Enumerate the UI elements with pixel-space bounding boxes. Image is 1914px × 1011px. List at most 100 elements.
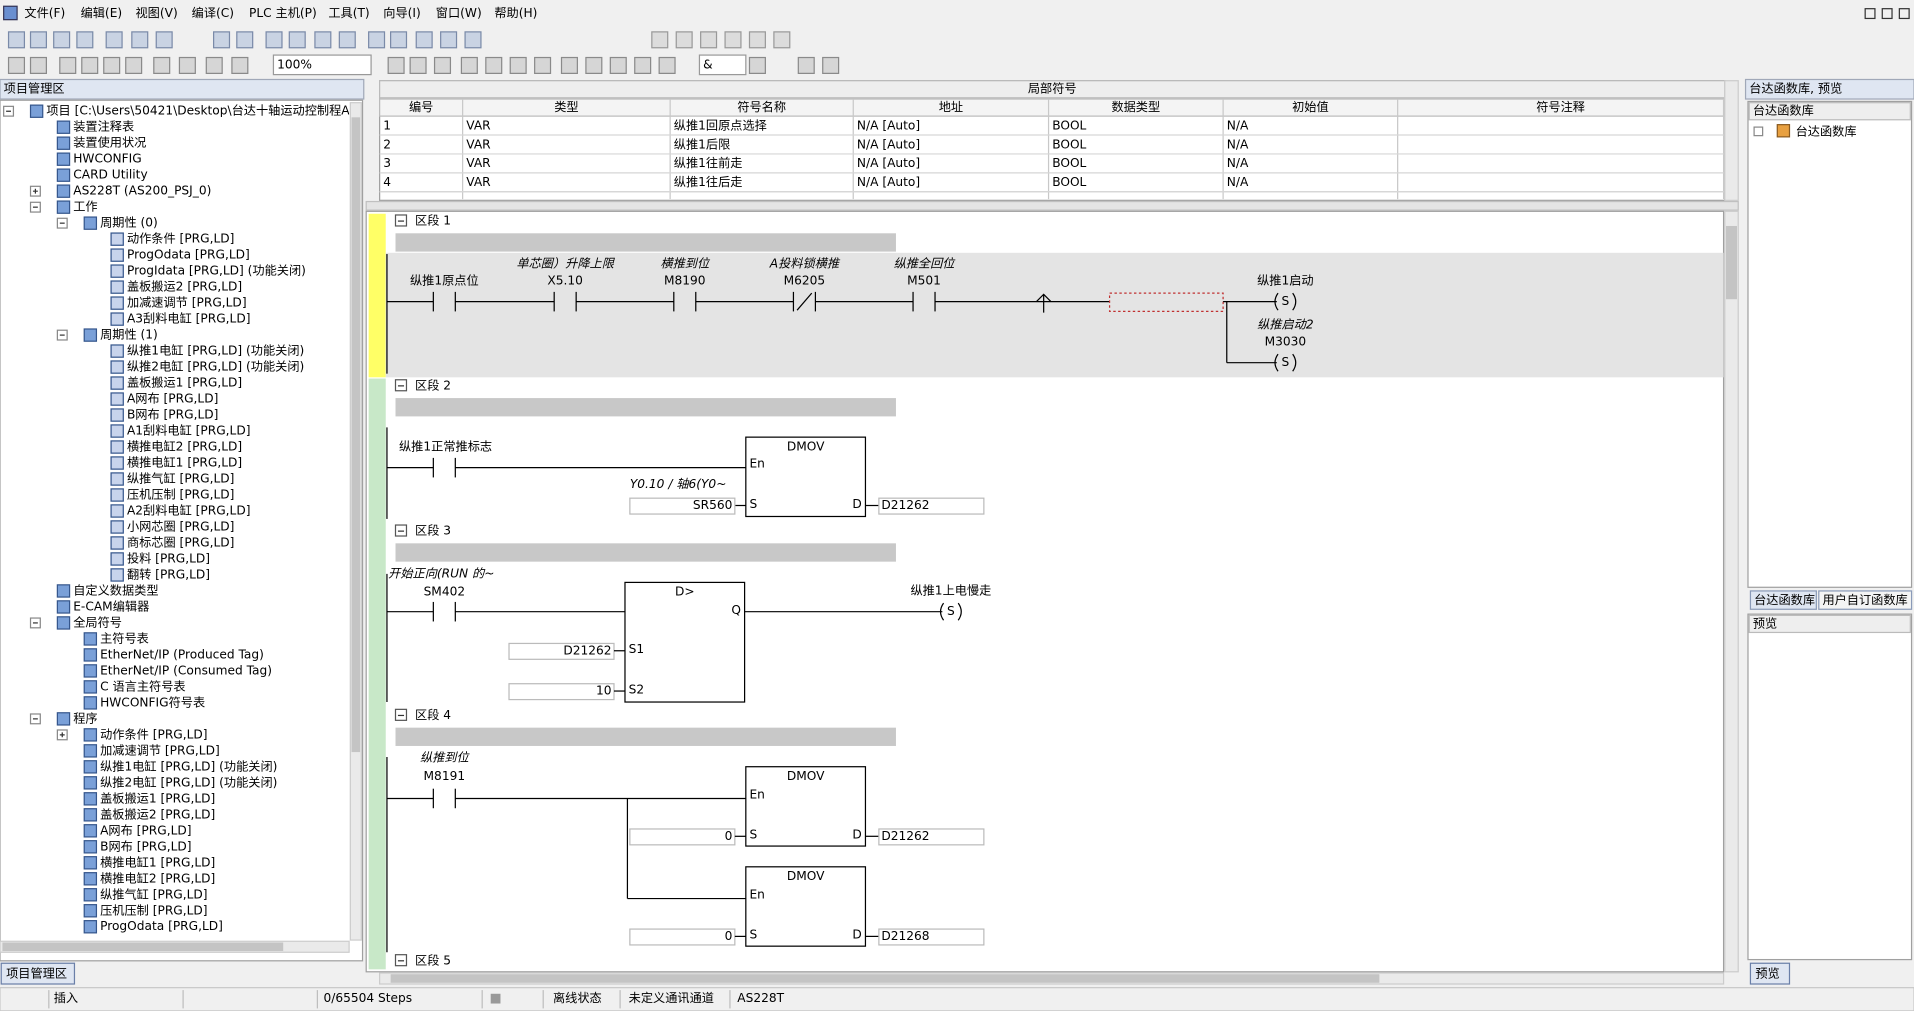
tree-item[interactable]: 盖板搬运1 [PRG,LD] xyxy=(127,375,242,390)
tree-item[interactable]: 盖板搬运2 [PRG,LD] xyxy=(127,279,242,294)
tree-item[interactable]: 横推电缸1 [PRG,LD] xyxy=(127,455,242,470)
table-cell[interactable]: BOOL xyxy=(1052,156,1086,170)
table-cell[interactable]: BOOL xyxy=(1052,118,1086,132)
block-operand[interactable]: 10 xyxy=(596,684,612,698)
table-cell[interactable]: N/A xyxy=(1227,137,1249,151)
operand-name[interactable]: SM402 xyxy=(424,585,466,599)
tree-item[interactable]: 台达函数库 xyxy=(1796,123,1857,138)
table-cell[interactable]: N/A xyxy=(1227,156,1249,170)
tree-item[interactable]: 纵推2电缸 [PRG,LD] (功能关闭) xyxy=(100,774,277,789)
tree-item[interactable]: 周期性 (0) xyxy=(100,216,158,230)
tree-item[interactable]: HWCONFIG xyxy=(73,152,141,166)
segment-label[interactable]: 区段 4 xyxy=(415,707,451,722)
block-operand[interactable]: D21262 xyxy=(563,643,611,657)
tree-item[interactable]: 全局符号 xyxy=(73,614,122,629)
segment-label[interactable]: 区段 1 xyxy=(415,213,451,228)
table-cell[interactable]: 2 xyxy=(383,137,391,151)
menu-item[interactable]: 编辑(E) xyxy=(81,5,123,20)
table-cell[interactable]: N/A [Auto] xyxy=(857,118,920,132)
table-cell[interactable]: VAR xyxy=(466,137,491,151)
operand-value[interactable]: & xyxy=(703,57,713,71)
table-cell[interactable]: BOOL xyxy=(1052,137,1086,151)
segment-label[interactable]: 区段 2 xyxy=(415,377,451,392)
table-cell[interactable]: 1 xyxy=(383,118,391,132)
menu-item[interactable]: 编译(C) xyxy=(192,5,234,20)
tree-item[interactable]: 纵推1电缸 [PRG,LD] (功能关闭) xyxy=(127,343,304,358)
tree-item[interactable]: A网布 [PRG,LD] xyxy=(127,392,218,406)
tree-item[interactable]: 纵推气缸 [PRG,LD] xyxy=(127,471,234,486)
tree-item[interactable]: 程序 xyxy=(73,710,97,725)
tree-item[interactable]: 自定义数据类型 xyxy=(73,582,158,597)
tree-item[interactable]: 纵推1电缸 [PRG,LD] (功能关闭) xyxy=(100,758,277,773)
table-cell[interactable]: 纵推1回原点选择 xyxy=(674,118,767,132)
operand-name[interactable]: X5.10 xyxy=(547,273,583,287)
tree-item[interactable]: A1刮料电缸 [PRG,LD] xyxy=(127,423,251,438)
zoom-value[interactable]: 100% xyxy=(277,57,312,71)
tree-item[interactable]: 横推电缸2 [PRG,LD] xyxy=(100,870,215,885)
tree-item[interactable]: 横推电缸1 [PRG,LD] xyxy=(100,854,215,869)
tree-item[interactable]: 工作 xyxy=(73,200,97,214)
tree-item[interactable]: A3刮料电缸 [PRG,LD] xyxy=(127,311,251,326)
panel-tab-label[interactable]: 预览 xyxy=(1755,966,1779,981)
table-cell[interactable]: BOOL xyxy=(1052,175,1086,189)
tree-item[interactable]: EtherNet/IP (Produced Tag) xyxy=(100,647,264,661)
tree-item[interactable]: 动作条件 [PRG,LD] xyxy=(100,727,207,741)
panel-tab-label[interactable]: 项目管理区 xyxy=(6,966,67,981)
tree-item[interactable]: 纵推气缸 [PRG,LD] xyxy=(100,886,207,901)
operand-name[interactable]: 纵推1正常推标志 xyxy=(399,439,492,453)
block-operand[interactable]: D21262 xyxy=(881,829,929,843)
tree-item[interactable]: AS228T (AS200_PSJ_0) xyxy=(73,184,211,198)
menu-item[interactable]: PLC 主机(P) xyxy=(249,6,317,20)
table-cell[interactable]: 纵推1往后走 xyxy=(674,174,743,189)
block-name[interactable]: DMOV xyxy=(787,869,825,883)
block-name[interactable]: D> xyxy=(675,585,695,599)
tree-item[interactable]: 周期性 (1) xyxy=(100,328,158,342)
table-cell[interactable]: 纵推1往前走 xyxy=(674,155,743,170)
menu-item[interactable]: 帮助(H) xyxy=(494,6,537,20)
tree-item[interactable]: 压机压制 [PRG,LD] xyxy=(127,488,234,502)
table-cell[interactable]: N/A xyxy=(1227,175,1249,189)
tree-item[interactable]: EtherNet/IP (Consumed Tag) xyxy=(100,663,272,677)
tree-item[interactable]: ProgOdata [PRG,LD] xyxy=(127,248,250,262)
tree-item[interactable]: 盖板搬运2 [PRG,LD] xyxy=(100,806,215,821)
tree-item[interactable]: 盖板搬运1 [PRG,LD] xyxy=(100,790,215,805)
table-cell[interactable]: N/A [Auto] xyxy=(857,137,920,151)
operand-name[interactable]: M3030 xyxy=(1265,334,1307,348)
table-cell[interactable]: 纵推1后限 xyxy=(674,137,731,151)
operand-name[interactable]: 纵推1原点位 xyxy=(410,272,479,287)
tree-item[interactable]: A2刮料电缸 [PRG,LD] xyxy=(127,502,251,517)
menu-item[interactable]: 窗口(W) xyxy=(436,6,482,20)
tree-item[interactable]: ProgIdata [PRG,LD] (功能关闭) xyxy=(127,264,306,278)
tree-item[interactable]: A网布 [PRG,LD] xyxy=(100,823,191,837)
tree-item[interactable]: 商标芯圈 [PRG,LD] xyxy=(127,534,234,549)
tree-item[interactable]: 装置使用状况 xyxy=(73,135,146,150)
tree-item[interactable]: 加减速调节 [PRG,LD] xyxy=(100,743,220,757)
library-tab-label[interactable]: 用户自订函数库 xyxy=(1822,592,1907,607)
tree-item[interactable]: B网布 [PRG,LD] xyxy=(100,839,191,853)
segment-label[interactable]: 区段 5 xyxy=(415,952,451,967)
tree-item[interactable]: 加减速调节 [PRG,LD] xyxy=(127,296,247,310)
operand-name[interactable]: M6205 xyxy=(784,273,826,287)
block-operand[interactable]: D21268 xyxy=(881,929,929,943)
table-cell[interactable]: N/A [Auto] xyxy=(857,175,920,189)
operand-name[interactable]: 纵推1上电慢走 xyxy=(910,583,991,597)
tree-item[interactable]: 投料 [PRG,LD] xyxy=(127,550,210,565)
tree-item[interactable]: C 语言主符号表 xyxy=(100,678,186,693)
tree-item[interactable]: ProgOdata [PRG,LD] xyxy=(100,919,223,933)
menu-item[interactable]: 文件(F) xyxy=(24,5,65,20)
block-operand[interactable]: 0 xyxy=(725,929,733,943)
table-cell[interactable]: VAR xyxy=(466,175,491,189)
table-cell[interactable]: VAR xyxy=(466,156,491,170)
operand-name[interactable]: M501 xyxy=(907,273,941,287)
table-cell[interactable]: VAR xyxy=(466,118,491,132)
block-operand[interactable]: D21262 xyxy=(881,498,929,512)
tree-item[interactable]: 主符号表 xyxy=(100,630,149,645)
tree-item[interactable]: 动作条件 [PRG,LD] xyxy=(127,232,234,246)
operand-name[interactable]: M8190 xyxy=(664,273,706,287)
tree-item[interactable]: 纵推2电缸 [PRG,LD] (功能关闭) xyxy=(127,359,304,374)
tree-item[interactable]: 翻转 [PRG,LD] xyxy=(127,566,210,581)
block-name[interactable]: DMOV xyxy=(787,439,825,453)
tree-item[interactable]: 装置注释表 xyxy=(73,119,134,134)
tree-item[interactable]: 压机压制 [PRG,LD] xyxy=(100,903,207,917)
tree-item[interactable]: 项目 [C:\Users\50421\Desktop\台达十轴运动控制程AS2 xyxy=(46,103,365,118)
